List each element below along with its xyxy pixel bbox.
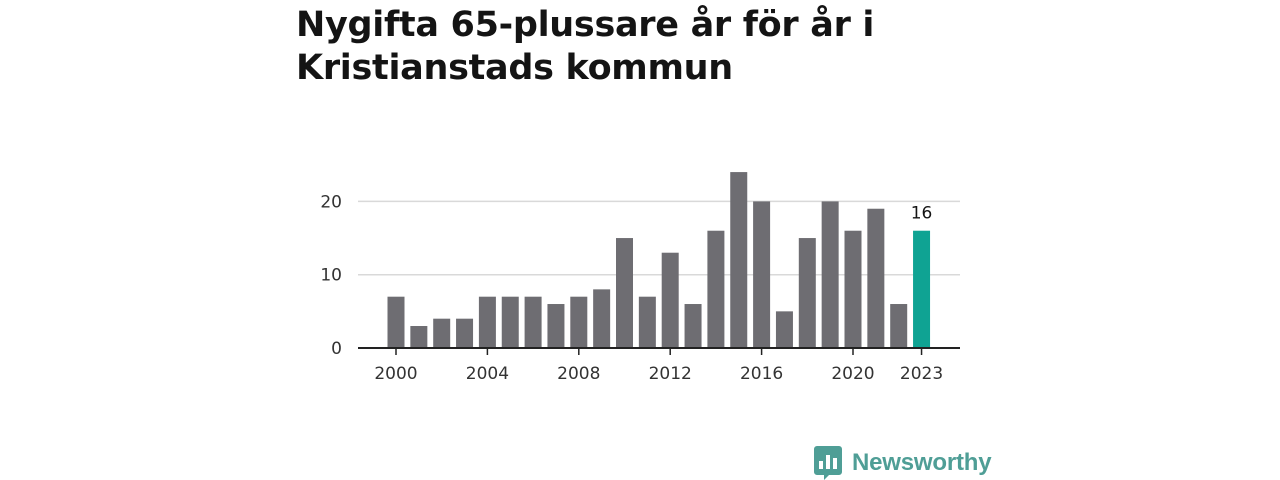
- bar-2003: [456, 318, 474, 348]
- labels: 0 10 20 2000 2004 2008 2012 2016 2020 2023 16: [320, 192, 943, 384]
- axes: [358, 347, 960, 355]
- bar-2014: [707, 230, 725, 348]
- bar-2022: [890, 304, 908, 348]
- brand-name: Newsworthy: [852, 449, 992, 476]
- y-tick-label: 10: [320, 266, 342, 286]
- bars: [387, 172, 931, 348]
- bar-2023: [913, 230, 931, 348]
- bar-2005: [501, 296, 519, 348]
- bar-2000: [387, 296, 405, 348]
- y-tick-label: 0: [331, 339, 342, 359]
- bar-2011: [638, 296, 656, 348]
- bar-2001: [410, 326, 428, 348]
- bar-2019: [821, 201, 839, 348]
- y-tick-label: 20: [320, 192, 342, 212]
- x-tick-label: 2008: [557, 364, 600, 384]
- x-tick-label: 2016: [740, 364, 783, 384]
- bar-2021: [867, 208, 885, 348]
- bar-2009: [593, 289, 611, 348]
- newsworthy-logo: Newsworthy: [814, 446, 992, 480]
- bar-2016: [753, 201, 771, 348]
- bar-2008: [570, 296, 588, 348]
- chart-title: Nygifta 65-plussare år för år i Kristian…: [296, 5, 875, 88]
- bar-2012: [661, 252, 679, 348]
- x-tick-label: 2004: [466, 364, 509, 384]
- x-tick-label: 2020: [831, 364, 874, 384]
- bar-2004: [478, 296, 496, 348]
- bar-2015: [730, 172, 748, 348]
- x-tick-label: 2023: [900, 364, 943, 384]
- bar-2020: [844, 230, 862, 348]
- bar-2013: [684, 304, 702, 348]
- bar-2007: [547, 304, 565, 348]
- bar-2017: [775, 311, 793, 348]
- bar-2018: [798, 238, 816, 348]
- x-tick-label: 2000: [374, 364, 417, 384]
- bar-2010: [616, 238, 633, 348]
- bar-2006: [524, 296, 542, 348]
- bar-2002: [433, 318, 451, 348]
- x-tick-label: 2012: [649, 364, 692, 384]
- newsworthy-logo-icon: [814, 446, 842, 480]
- data-label-highlight: 16: [911, 204, 933, 224]
